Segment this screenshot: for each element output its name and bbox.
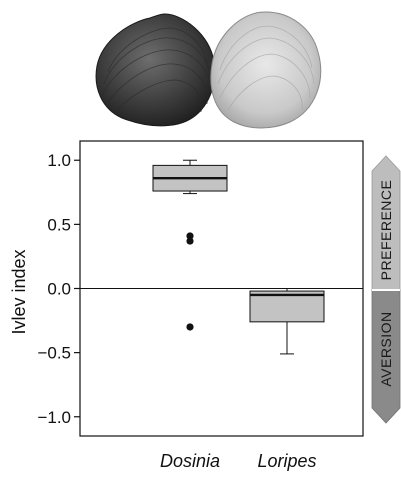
preference-arrow <box>371 155 401 291</box>
boxes-layer <box>152 159 325 355</box>
y-tick-label: −0.5 <box>37 344 71 363</box>
outlier-point <box>186 237 194 245</box>
y-tick-label: 0.0 <box>47 280 71 299</box>
preference-aversion-scale: PREFERENCE AVERSION <box>371 155 401 424</box>
x-category-label: Dosinia <box>160 451 220 471</box>
x-category-label: Loripes <box>257 451 316 471</box>
loripes-shell-icon <box>210 11 322 129</box>
outlier-point <box>186 323 194 331</box>
box-loripes <box>249 288 325 355</box>
preference-label: PREFERENCE <box>378 180 394 281</box>
y-axis-title: Ivlev index <box>9 249 29 334</box>
y-axis: 1.0 0.5 0.0 −0.5 −1.0 <box>37 151 80 427</box>
box-dosinia <box>152 159 228 331</box>
y-tick-label: 1.0 <box>47 151 71 170</box>
iqr-box <box>249 290 325 323</box>
y-tick-label: 0.5 <box>47 215 71 234</box>
aversion-label: AVERSION <box>378 311 394 386</box>
y-tick-label: −1.0 <box>37 408 71 427</box>
outlier-point <box>186 232 194 240</box>
x-axis: Dosinia Loripes <box>160 451 317 471</box>
dosinia-shell-icon <box>95 13 216 127</box>
